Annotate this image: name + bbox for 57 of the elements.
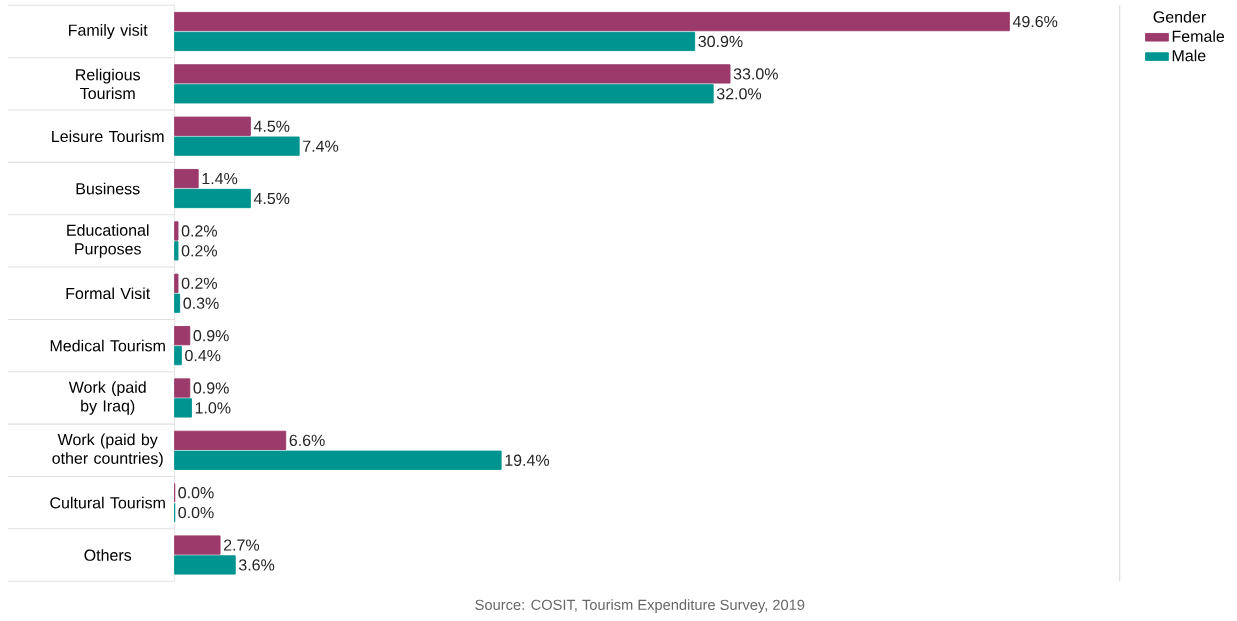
data-label: 0.2% [181, 245, 218, 257]
data-label: 30.9% [698, 35, 743, 48]
bar [174, 241, 179, 261]
data-label: 4.5% [253, 120, 290, 132]
data-label: 4.5% [253, 192, 290, 205]
data-label: 0.3% [183, 297, 219, 309]
data-label: 1.4% [202, 172, 238, 185]
data-label: 49.6% [1012, 15, 1058, 28]
y-tick-label: Family visit [69, 23, 148, 39]
legend-label: Male [1172, 49, 1206, 62]
bar [174, 31, 696, 52]
data-label: 3.6% [238, 559, 275, 571]
data-label: 0.2% [181, 277, 218, 289]
bar [174, 136, 300, 156]
data-label: 7.4% [303, 140, 339, 152]
y-tick-label: Work (paid by other countries) [52, 433, 163, 467]
bar [174, 398, 192, 418]
data-label: 1.0% [195, 402, 231, 414]
bar [174, 221, 179, 241]
y-tick-label: Educational Purposes [67, 224, 149, 258]
y-tick-label: Work (paid by Iraq) [68, 381, 146, 415]
data-label: 2.7% [224, 539, 260, 551]
bar [174, 11, 1010, 32]
bar [174, 535, 221, 555]
y-tick-label: Religious Tourism [76, 68, 141, 99]
bar [174, 378, 191, 398]
y-tick-label: Formal Visit [66, 287, 151, 300]
bar [174, 273, 179, 293]
bar [174, 188, 251, 209]
data-label: 0.9% [193, 382, 229, 394]
bar [174, 64, 731, 84]
data-label: 33.0% [733, 68, 778, 80]
y-tick-label: Medical Tourism [50, 339, 165, 352]
data-label: 0.4% [185, 349, 221, 362]
bar [174, 325, 191, 346]
data-label: 32.0% [716, 88, 762, 100]
y-tick-label: Cultural Tourism [50, 496, 165, 509]
data-label: 0.9% [193, 329, 229, 342]
bar [174, 168, 199, 189]
bar [174, 430, 287, 450]
y-tick-label: Leisure Tourism [52, 130, 164, 142]
legend-title: Gender [1153, 10, 1206, 23]
legend-label: Female [1172, 30, 1225, 42]
y-tick-label: Others [84, 549, 132, 561]
bar [174, 116, 251, 136]
bar [174, 345, 182, 366]
source-note: Source: COSIT, Tourism Expenditure Survey, 2019 [475, 599, 805, 613]
y-tick-label: Business [76, 182, 140, 195]
data-label: 0.0% [178, 506, 214, 519]
bar [174, 450, 502, 470]
data-label: 19.4% [505, 454, 550, 466]
bar [174, 293, 181, 313]
data-label: 0.0% [178, 486, 214, 499]
bar [174, 84, 714, 104]
data-label: 6.6% [289, 434, 325, 446]
bar [174, 555, 236, 575]
data-label: 0.2% [181, 225, 218, 237]
